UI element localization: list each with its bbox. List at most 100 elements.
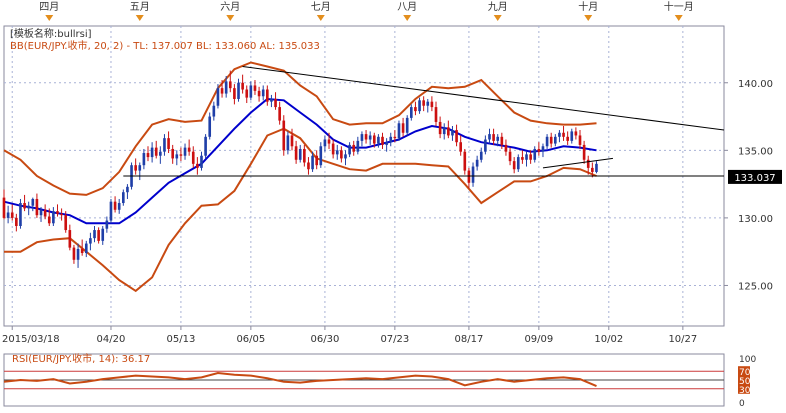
candle-down bbox=[438, 116, 442, 139]
candle-up bbox=[121, 189, 125, 206]
candle-down bbox=[191, 146, 195, 168]
candle-body bbox=[47, 216, 51, 224]
candle-down bbox=[294, 140, 298, 164]
candle-body bbox=[455, 130, 458, 143]
candle-down bbox=[15, 213, 18, 232]
candle-body bbox=[516, 157, 520, 170]
candle-body bbox=[282, 120, 286, 151]
candle-up bbox=[533, 146, 537, 163]
candle-down bbox=[23, 194, 26, 212]
candle-down bbox=[233, 84, 236, 105]
candle-body bbox=[496, 136, 500, 141]
candle-up bbox=[323, 135, 327, 152]
candle-body bbox=[549, 136, 553, 144]
candle-body bbox=[414, 107, 417, 112]
candle-body bbox=[352, 144, 356, 152]
candle-up bbox=[261, 85, 265, 101]
candle-down bbox=[245, 85, 249, 104]
candle-up bbox=[389, 132, 393, 147]
candle-down bbox=[257, 86, 261, 102]
price-tick-label: 125.00 bbox=[738, 281, 773, 292]
candle-up bbox=[418, 97, 421, 114]
candle-down bbox=[455, 124, 458, 147]
candle-body bbox=[574, 131, 578, 136]
candle-up bbox=[237, 78, 240, 102]
candle-up bbox=[212, 101, 216, 121]
candle-body bbox=[315, 155, 319, 166]
candle-body bbox=[72, 247, 76, 260]
candle-down bbox=[500, 132, 504, 149]
month-label: 十月 bbox=[578, 0, 598, 13]
month-marker-icon bbox=[316, 15, 325, 21]
candle-body bbox=[521, 157, 524, 160]
candle-body bbox=[167, 138, 170, 149]
candle-body bbox=[541, 146, 545, 152]
month-label: 六月 bbox=[220, 1, 240, 13]
candle-down bbox=[134, 158, 137, 175]
candle-body bbox=[35, 198, 39, 216]
candle-body bbox=[84, 243, 88, 254]
candle-body bbox=[43, 209, 47, 217]
rsi-tick-label: 70 bbox=[739, 368, 751, 378]
candle-body bbox=[159, 151, 162, 156]
price-axis: 125.00 130.00 135.00 140.00 bbox=[724, 79, 773, 292]
trendline bbox=[242, 66, 725, 131]
candle-body bbox=[381, 136, 384, 145]
candle-up bbox=[558, 130, 561, 143]
candle-down bbox=[549, 132, 553, 148]
month-label: 十一月 bbox=[664, 0, 694, 13]
candle-body bbox=[463, 151, 467, 171]
candle-up bbox=[484, 135, 487, 155]
candle-body bbox=[76, 248, 80, 260]
indicator-label: BB(EUR/JPY.收市, 20, 2) - TL: 137.007 BL: … bbox=[10, 39, 320, 52]
candle-body bbox=[508, 151, 512, 162]
last-price-box-bg bbox=[728, 169, 782, 184]
candle-down bbox=[241, 74, 244, 94]
candle-body bbox=[117, 203, 121, 210]
candle-body bbox=[257, 90, 261, 97]
candle-body bbox=[233, 88, 236, 99]
candle-body bbox=[442, 127, 446, 135]
month-marker-icon bbox=[493, 15, 502, 21]
candle-body bbox=[393, 136, 397, 139]
candle-body bbox=[475, 159, 479, 167]
candle-body bbox=[434, 107, 438, 122]
candle-up bbox=[224, 76, 228, 98]
candle-body bbox=[586, 159, 590, 168]
candle-body bbox=[327, 139, 331, 144]
bb-upper-line bbox=[3, 61, 597, 196]
candle-body bbox=[500, 136, 504, 145]
candle-up bbox=[335, 144, 339, 160]
rsi-tick-label: 50 bbox=[739, 377, 751, 387]
candle-body bbox=[307, 162, 310, 170]
candle-body bbox=[479, 151, 483, 160]
price-tick-label: 140.00 bbox=[738, 79, 773, 90]
candle-body bbox=[105, 220, 109, 229]
candle-up bbox=[377, 134, 380, 148]
candle-body bbox=[311, 155, 314, 170]
candle-body bbox=[121, 192, 125, 204]
candle-down bbox=[372, 132, 376, 148]
candle-down bbox=[60, 208, 63, 221]
rsi-level-badge bbox=[738, 366, 750, 377]
candle-down bbox=[492, 128, 495, 145]
candle-body bbox=[200, 155, 203, 168]
candle-body bbox=[2, 197, 6, 218]
candle-body bbox=[512, 161, 516, 170]
candle-down bbox=[591, 162, 594, 178]
candle-down bbox=[146, 146, 150, 162]
candle-down bbox=[364, 130, 368, 144]
last-price-label: 133.037 bbox=[734, 173, 775, 184]
date-tick-label: 07/23 bbox=[380, 334, 409, 345]
candle-down bbox=[196, 157, 199, 175]
candle-up bbox=[319, 142, 323, 168]
candle-down bbox=[274, 92, 277, 110]
candle-body bbox=[183, 147, 187, 156]
date-tick-label: 06/05 bbox=[236, 334, 265, 345]
candle-down bbox=[113, 196, 117, 213]
candle-body bbox=[504, 144, 508, 152]
candle-body bbox=[405, 117, 409, 133]
candle-up bbox=[163, 134, 166, 156]
candle-up bbox=[19, 198, 22, 229]
candle-body bbox=[558, 132, 561, 137]
